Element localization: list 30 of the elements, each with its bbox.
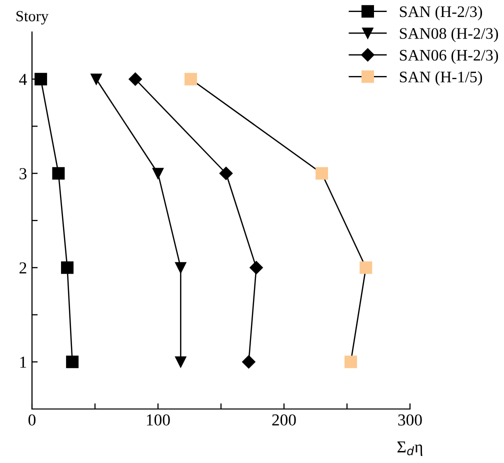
y-tick-label: 3: [20, 168, 26, 180]
point: [66, 356, 79, 368]
y-tick-label: 2: [20, 262, 26, 274]
point: [61, 261, 74, 274]
point: [219, 166, 233, 180]
point: [34, 72, 48, 86]
point: [152, 168, 164, 179]
x-axis-title: Σ$_{d}$η: [397, 441, 422, 456]
point: [175, 262, 186, 274]
point: [52, 167, 65, 180]
point: [175, 356, 186, 368]
point: [250, 261, 263, 274]
legend-label: SAN06 (H-2/3): [400, 49, 498, 64]
point: [184, 72, 198, 86]
x-tick-label: 100: [146, 414, 170, 426]
y-axis-title: Story: [16, 11, 48, 24]
point: [360, 261, 372, 274]
legend-label: SAN08 (H-2/3): [400, 28, 498, 42]
point: [242, 355, 256, 368]
x-tick-label: 300: [398, 414, 422, 426]
y-tick-label: 4: [19, 74, 27, 85]
point: [344, 356, 358, 368]
point: [316, 167, 328, 180]
x-tick-label: 200: [272, 414, 296, 426]
point: [128, 72, 142, 86]
x-tick-label: 0: [28, 414, 36, 426]
point: [90, 74, 102, 85]
legend-label: SAN (H-1/5): [400, 71, 482, 86]
y-tick-label: 1: [20, 356, 26, 368]
legend-label: SAN (H-2/3): [400, 6, 482, 20]
